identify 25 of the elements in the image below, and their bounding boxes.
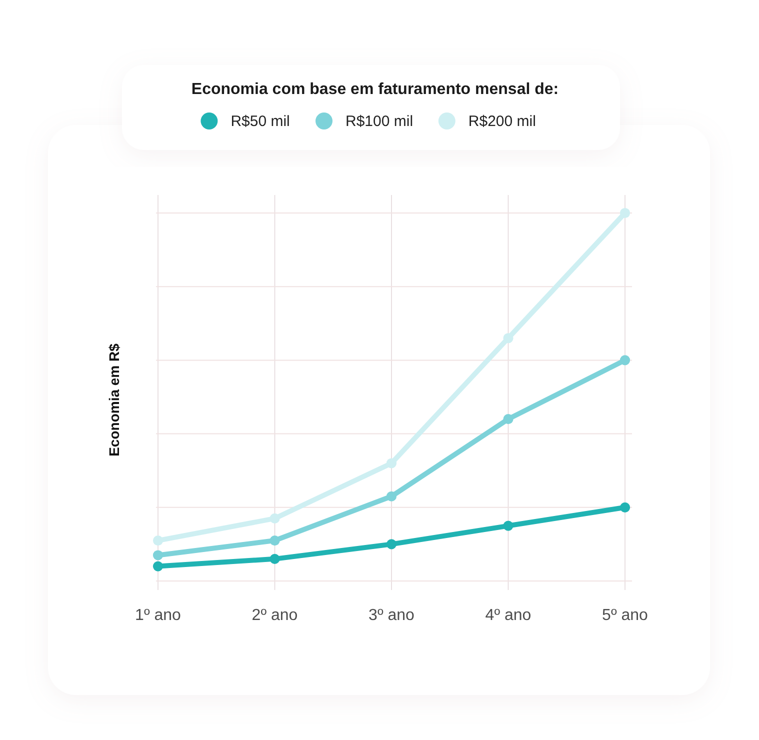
x-tick-label: 5º ano: [602, 607, 648, 624]
point: [152, 561, 164, 572]
point: [620, 208, 630, 218]
point: [152, 550, 164, 560]
x-tick-label: 2º ano: [252, 607, 298, 624]
x-tick-label: 3º ano: [368, 607, 415, 624]
point: [152, 535, 164, 546]
point: [503, 520, 514, 531]
point: [270, 554, 280, 564]
x-tick-label: 4º ano: [485, 607, 532, 624]
point: [503, 333, 514, 344]
point: [270, 535, 280, 546]
legend-label: R$50 mil: [230, 113, 290, 130]
point: [620, 502, 630, 512]
y-axis-title: Economia em R$: [106, 343, 122, 456]
x-tick-label: 1º ano: [135, 607, 182, 624]
legend-title: Economia com base em faturamento mensal de:: [191, 81, 559, 98]
point: [386, 491, 397, 502]
legend-label: R$200 mil: [468, 113, 536, 130]
point: [620, 355, 630, 366]
point: [386, 539, 397, 550]
point: [503, 414, 514, 424]
point: [386, 458, 397, 468]
point: [270, 513, 280, 524]
legend-label: R$100 mil: [346, 113, 414, 130]
